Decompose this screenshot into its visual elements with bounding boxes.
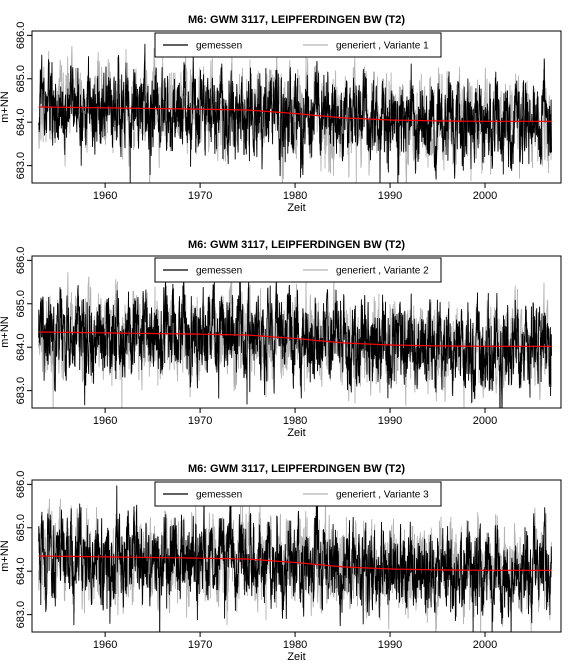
x-tick-label: 2000 — [473, 190, 497, 202]
x-axis-label: Zeit — [287, 651, 305, 663]
y-tick-label: 685.0 — [15, 290, 27, 318]
x-tick-label: 1980 — [283, 639, 307, 651]
y-tick-label: 683.0 — [15, 152, 27, 180]
y-axis-label: m+NN — [0, 316, 11, 348]
x-tick-label: 2000 — [473, 415, 497, 427]
x-tick-label: 1960 — [93, 639, 117, 651]
legend-box — [154, 257, 442, 283]
y-tick-label: 683.0 — [15, 601, 27, 629]
legend: gemessen generiert , Variante 2 — [154, 257, 442, 283]
series-lines — [38, 485, 552, 632]
y-tick-label: 686.0 — [15, 247, 27, 275]
series-line-trend — [38, 106, 552, 122]
y-tick-label: 684.0 — [15, 333, 27, 361]
legend-label: generiert , Variante 1 — [336, 41, 429, 52]
y-tick-label: 686.0 — [15, 22, 27, 50]
legend-label: generiert , Variante 2 — [336, 266, 429, 277]
series-line-gemessen — [38, 261, 552, 408]
series-line-gemessen — [38, 43, 552, 183]
y-tick-label: 684.0 — [15, 108, 27, 136]
chart-title: M6: GWM 3117, LEIPFERDINGEN BW (T2) — [188, 463, 405, 475]
plot-frame — [31, 479, 562, 633]
legend: gemessen generiert , Variante 1 — [154, 32, 442, 58]
legend-box — [154, 32, 442, 58]
legend: gemessen generiert , Variante 3 — [154, 481, 442, 507]
x-tick-label: 1990 — [378, 415, 402, 427]
legend-label: gemessen — [196, 41, 242, 52]
y-tick-label: 685.0 — [15, 65, 27, 93]
series-line-trend — [38, 331, 552, 347]
legend-label: gemessen — [196, 266, 242, 277]
x-tick-label: 1990 — [378, 639, 402, 651]
x-tick-label: 1980 — [283, 415, 307, 427]
chart-panel-2: M6: GWM 3117, LEIPFERDINGEN BW (T2) 1960 1… — [0, 239, 562, 439]
y-tick-label: 683.0 — [15, 377, 27, 405]
y-axis-label: m+NN — [0, 91, 11, 123]
x-tick-label: 1970 — [188, 415, 212, 427]
y-tick-label: 686.0 — [15, 471, 27, 499]
x-tick-label: 1960 — [93, 190, 117, 202]
x-tick-label: 1980 — [283, 190, 307, 202]
plot-frame — [31, 30, 562, 184]
series-lines — [38, 43, 552, 183]
x-tick-label: 1970 — [188, 639, 212, 651]
y-axis-label: m+NN — [0, 540, 11, 572]
x-axis-label: Zeit — [287, 202, 305, 214]
legend-label: generiert , Variante 3 — [336, 490, 429, 501]
x-tick-label: 1990 — [378, 190, 402, 202]
x-tick-label: 2000 — [473, 639, 497, 651]
legend-label: gemessen — [196, 490, 242, 501]
chart-panel-3: M6: GWM 3117, LEIPFERDINGEN BW (T2) 1960 1… — [0, 463, 562, 663]
x-axis-label: Zeit — [287, 427, 305, 439]
series-line-trend — [38, 555, 552, 571]
series-lines — [38, 261, 552, 408]
x-tick-label: 1960 — [93, 415, 117, 427]
chart-panel-1: M6: GWM 3117, LEIPFERDINGEN BW (T2) 1960 1… — [0, 14, 562, 214]
legend-box — [154, 481, 442, 507]
y-tick-label: 685.0 — [15, 514, 27, 542]
chart-title: M6: GWM 3117, LEIPFERDINGEN BW (T2) — [188, 14, 405, 26]
x-tick-label: 1970 — [188, 190, 212, 202]
chart-title: M6: GWM 3117, LEIPFERDINGEN BW (T2) — [188, 239, 405, 251]
y-tick-label: 684.0 — [15, 557, 27, 585]
plot-frame — [31, 255, 562, 409]
